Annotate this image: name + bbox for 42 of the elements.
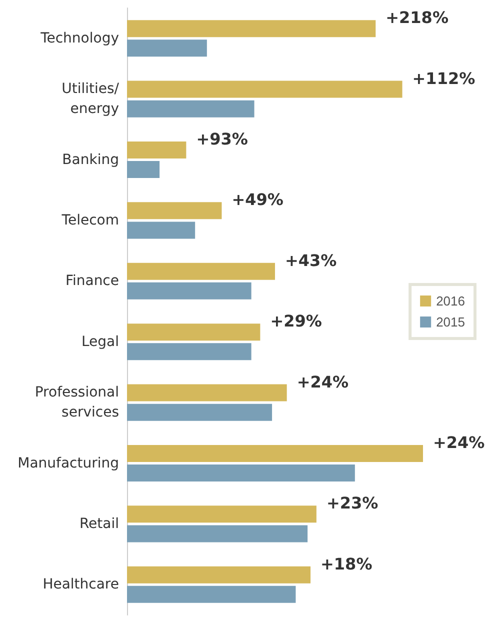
bar xyxy=(127,343,252,360)
annotation: +93% xyxy=(196,129,248,148)
annotation: +43% xyxy=(285,250,337,270)
annotation: +112% xyxy=(412,68,476,88)
bar xyxy=(127,444,423,462)
bar xyxy=(127,324,260,341)
legend-label: 2016 xyxy=(436,294,465,308)
y-tick-label: Healthcare xyxy=(42,576,119,593)
annotation: +24% xyxy=(433,432,485,452)
bar xyxy=(127,202,222,220)
annotation: +23% xyxy=(326,494,378,513)
bar xyxy=(127,40,207,57)
y-tick-label: Professional services xyxy=(34,384,119,421)
bar xyxy=(127,262,275,280)
y-tick-label: Finance xyxy=(65,273,119,290)
y-tick-label: Telecom xyxy=(60,212,119,228)
y-tick-label: Banking xyxy=(62,152,119,168)
bar xyxy=(127,222,196,239)
bar xyxy=(127,141,186,158)
bar xyxy=(127,464,355,482)
y-tick-label: Legal xyxy=(81,334,119,350)
y-tick-label: Technology xyxy=(40,30,119,46)
annotation: +29% xyxy=(270,312,322,331)
bar xyxy=(127,100,254,118)
y-tick-label: Utilities/ energy xyxy=(62,81,120,118)
bar xyxy=(127,586,296,603)
bar xyxy=(127,525,308,542)
y-tick-label: Retail xyxy=(79,516,119,532)
bar xyxy=(127,384,287,402)
bar xyxy=(127,404,272,421)
bar xyxy=(127,282,252,300)
annotation: +49% xyxy=(232,190,284,210)
annotation: +18% xyxy=(320,554,372,574)
y-tick-label: Manufacturing xyxy=(18,455,119,472)
bar xyxy=(127,566,311,584)
bar xyxy=(127,80,402,98)
legend-label: 2015 xyxy=(436,314,465,330)
bar xyxy=(127,161,160,178)
bar xyxy=(127,506,316,523)
annotation: +24% xyxy=(296,372,349,392)
bar xyxy=(127,20,376,38)
annotation: +218% xyxy=(386,8,448,28)
